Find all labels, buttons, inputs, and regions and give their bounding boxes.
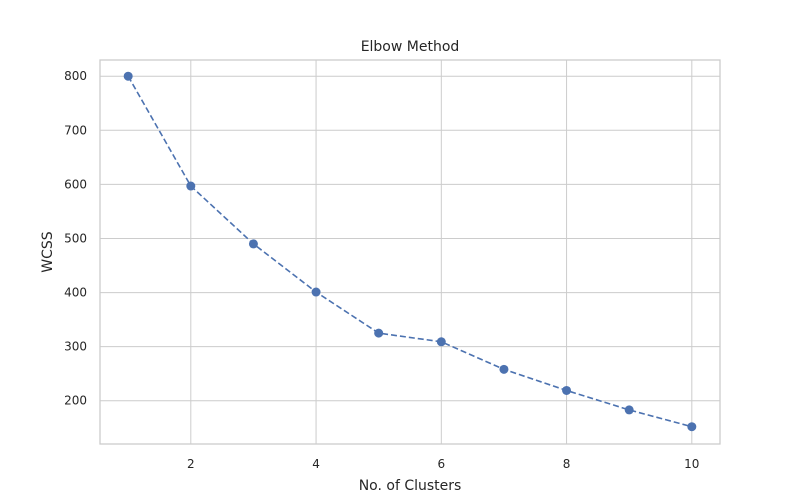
data-point: [436, 337, 446, 347]
series-line: [127, 75, 693, 428]
data-point: [248, 239, 258, 249]
x-tick-label: 10: [684, 457, 699, 471]
data-point: [374, 328, 384, 338]
tick-labels: 2 4 6 8 10 200 300 400 500 600 700 800: [64, 69, 699, 471]
x-axis-label: No. of Clusters: [359, 478, 462, 494]
data-point: [311, 287, 321, 297]
y-tick-label: 500: [64, 231, 87, 245]
y-tick-label: 700: [64, 123, 87, 137]
x-tick-label: 6: [437, 457, 445, 471]
data-point: [186, 181, 196, 191]
data-point: [499, 364, 509, 374]
data-point: [687, 422, 697, 432]
data-point: [123, 71, 133, 81]
x-tick-label: 4: [312, 457, 320, 471]
grid: [100, 60, 720, 444]
plot-frame: [99, 59, 721, 445]
data-point: [562, 385, 572, 395]
data-point: [624, 405, 634, 415]
y-tick-label: 400: [64, 286, 87, 300]
chart-title: Elbow Method: [361, 39, 460, 55]
y-tick-label: 600: [64, 177, 87, 191]
y-tick-label: 800: [64, 69, 87, 83]
y-tick-label: 300: [64, 340, 87, 354]
x-tick-label: 8: [563, 457, 571, 471]
x-tick-label: 2: [187, 457, 195, 471]
y-tick-label: 200: [64, 394, 87, 408]
y-axis-label: WCSS: [40, 231, 56, 273]
series: [123, 71, 697, 432]
